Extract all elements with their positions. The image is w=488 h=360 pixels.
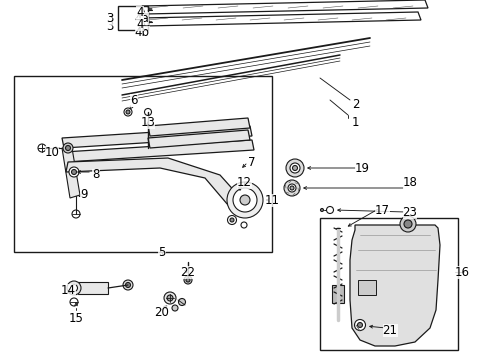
Circle shape bbox=[70, 298, 78, 306]
Text: 12: 12 bbox=[236, 175, 251, 189]
Circle shape bbox=[178, 298, 185, 306]
Polygon shape bbox=[142, 12, 420, 26]
Circle shape bbox=[240, 195, 249, 205]
Circle shape bbox=[144, 108, 151, 116]
Circle shape bbox=[292, 166, 297, 171]
Text: 17: 17 bbox=[374, 203, 389, 216]
Bar bbox=[357, 280, 375, 295]
Circle shape bbox=[63, 143, 73, 153]
Circle shape bbox=[163, 292, 176, 304]
Circle shape bbox=[126, 110, 130, 114]
Bar bbox=[319, 218, 457, 350]
Circle shape bbox=[354, 320, 365, 330]
Text: 7: 7 bbox=[248, 156, 255, 168]
Circle shape bbox=[403, 220, 411, 228]
Circle shape bbox=[226, 182, 263, 218]
Text: 14: 14 bbox=[61, 284, 75, 297]
Text: 20: 20 bbox=[154, 306, 169, 319]
Text: 19: 19 bbox=[354, 162, 369, 175]
Text: 8: 8 bbox=[92, 168, 100, 181]
Circle shape bbox=[289, 186, 293, 190]
Text: 15: 15 bbox=[68, 311, 83, 324]
Circle shape bbox=[227, 216, 236, 225]
Circle shape bbox=[172, 305, 178, 311]
Polygon shape bbox=[62, 148, 80, 198]
Circle shape bbox=[357, 323, 362, 328]
Text: 6: 6 bbox=[130, 94, 138, 107]
Text: 3: 3 bbox=[106, 12, 113, 24]
Text: 4: 4 bbox=[136, 5, 143, 18]
Circle shape bbox=[241, 222, 246, 228]
Polygon shape bbox=[66, 158, 238, 205]
Circle shape bbox=[167, 295, 173, 301]
Circle shape bbox=[284, 180, 299, 196]
Text: 9: 9 bbox=[80, 189, 87, 202]
Text: 4: 4 bbox=[136, 18, 143, 31]
Text: 23: 23 bbox=[402, 206, 417, 219]
Polygon shape bbox=[142, 0, 427, 14]
Circle shape bbox=[285, 159, 304, 177]
Polygon shape bbox=[64, 140, 253, 162]
Circle shape bbox=[125, 283, 130, 288]
Circle shape bbox=[326, 207, 333, 213]
Circle shape bbox=[229, 218, 234, 222]
Polygon shape bbox=[148, 130, 249, 148]
Circle shape bbox=[72, 210, 80, 218]
Circle shape bbox=[38, 144, 46, 152]
Circle shape bbox=[69, 167, 79, 177]
Circle shape bbox=[185, 278, 190, 282]
Polygon shape bbox=[62, 126, 251, 148]
Bar bbox=[118, 6, 148, 30]
Circle shape bbox=[123, 280, 133, 290]
Text: 11: 11 bbox=[264, 194, 279, 207]
Circle shape bbox=[234, 194, 245, 206]
Text: 1: 1 bbox=[350, 116, 358, 129]
Text: 2: 2 bbox=[351, 98, 359, 111]
Text: 4b: 4b bbox=[134, 26, 149, 39]
Polygon shape bbox=[148, 118, 249, 136]
Circle shape bbox=[183, 276, 192, 284]
Text: 4a: 4a bbox=[134, 12, 149, 24]
Circle shape bbox=[320, 208, 323, 211]
Circle shape bbox=[70, 284, 77, 292]
Bar bbox=[331, 285, 343, 303]
Circle shape bbox=[71, 170, 76, 175]
Circle shape bbox=[399, 216, 415, 232]
Circle shape bbox=[237, 197, 243, 203]
Circle shape bbox=[65, 145, 70, 150]
Circle shape bbox=[289, 163, 299, 173]
Text: 3: 3 bbox=[106, 19, 113, 32]
Text: 13: 13 bbox=[140, 116, 155, 129]
Bar bbox=[78, 282, 108, 294]
Circle shape bbox=[232, 188, 257, 212]
Text: 5: 5 bbox=[158, 246, 165, 258]
Circle shape bbox=[287, 184, 295, 192]
Text: 22: 22 bbox=[180, 266, 195, 279]
Text: 16: 16 bbox=[453, 266, 468, 279]
Text: 21: 21 bbox=[382, 324, 397, 337]
Text: 18: 18 bbox=[402, 175, 417, 189]
Circle shape bbox=[124, 108, 132, 116]
Circle shape bbox=[67, 281, 81, 295]
Polygon shape bbox=[349, 225, 439, 346]
Bar bbox=[14, 76, 271, 252]
Text: 10: 10 bbox=[44, 145, 60, 158]
